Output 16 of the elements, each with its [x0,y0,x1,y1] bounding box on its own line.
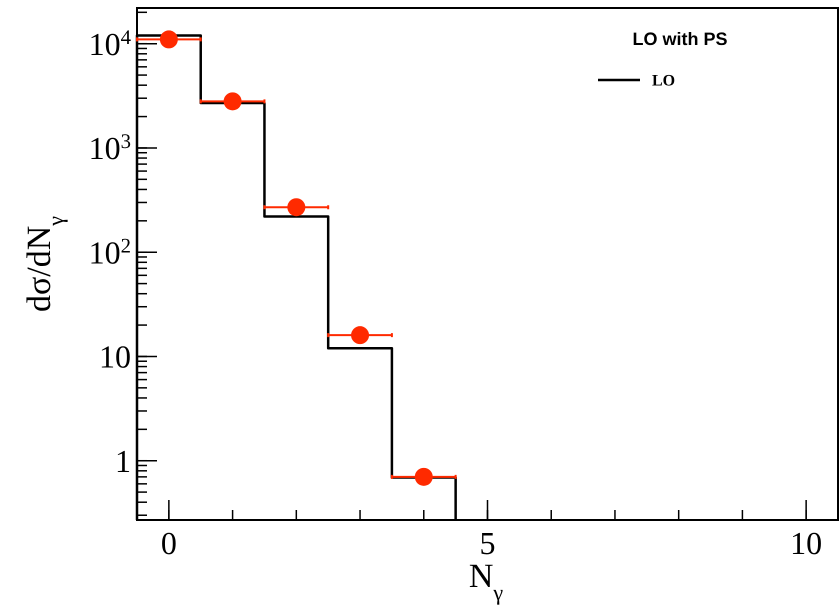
point [160,30,178,48]
point [224,92,242,110]
y-tick-label: 10$^{4}$ [88,25,132,62]
point [414,468,433,486]
point [287,198,306,216]
x-tick-label: 10 [790,525,822,561]
y-tick-label: 10$^{2}$ [88,234,131,270]
legend-title: LO with PS [632,29,728,49]
y-tick-label: 1 [115,442,131,479]
y-tick-label: 10$^{3}$ [88,130,131,166]
x-tick-label: 5 [480,525,496,561]
point [351,326,370,344]
x-axis-title: N$_{γ}$ [468,558,504,604]
x-tick-label: 0 [160,525,177,561]
y-tick-label: 10 [99,338,131,375]
legend-label: LO [652,72,676,90]
